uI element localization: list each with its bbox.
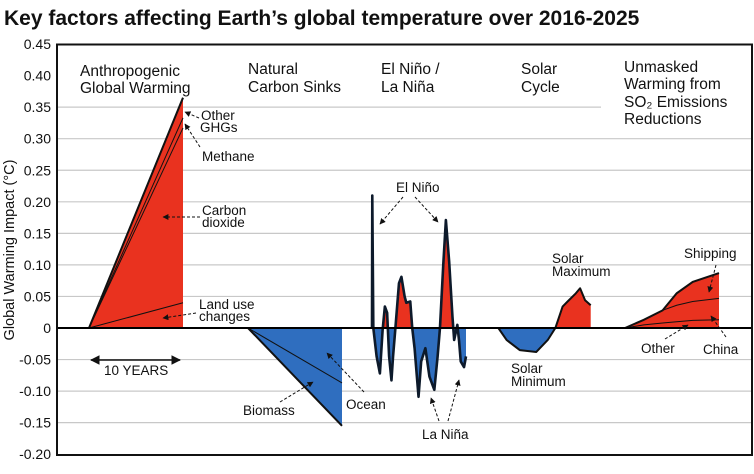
label-ocean: Ocean (346, 397, 386, 412)
y-tick-label: -0.20 (19, 446, 51, 462)
arrow-la-nina-2 (447, 379, 461, 422)
label-solar-max-2: Maximum (552, 264, 611, 279)
label-co2-2: dioxide (202, 215, 245, 230)
arrow-other-ghgs (184, 111, 200, 119)
label-land-use-2: changes (199, 309, 250, 324)
y-tick-label: 0.40 (24, 68, 51, 84)
header-so2-1: Unmasked (624, 59, 698, 76)
header-sinks-1: Natural (248, 61, 298, 78)
header-so2-3: SO₂ Emissions (624, 94, 728, 111)
header-anthropogenic-1: Anthropogenic (80, 63, 180, 80)
arrow-land-use (162, 312, 197, 321)
label-land-use-1: Land use (199, 297, 255, 312)
plot-frame (56, 43, 753, 456)
label-la-nina: La Niña (422, 427, 469, 442)
header-solar-2: Cycle (521, 79, 560, 96)
y-tick-label: -0.15 (19, 415, 51, 431)
series-line-land-use-changes (88, 302, 184, 329)
series-line-other (624, 319, 720, 329)
label-shipping: Shipping (684, 246, 737, 261)
header-so2-2: Warming from (624, 76, 721, 93)
arrow-methane (184, 123, 201, 148)
arrow-ocean (326, 352, 365, 393)
label-el-nino: El Niño (396, 180, 440, 195)
label-solar-min-1: Solar (511, 361, 543, 376)
y-tick-label: 0.25 (24, 162, 51, 178)
y-tick-label: 0.30 (24, 131, 51, 147)
area-negative-panel-3 (498, 328, 591, 352)
header-solar-1: Solar (521, 61, 557, 78)
series-line-panel-2 (370, 194, 468, 399)
label-methane: Methane (202, 149, 255, 164)
label-solar-min-2: Minimum (511, 374, 566, 389)
series-line-biomass (247, 327, 343, 427)
chart-title: Key factors affecting Earth’s global tem… (4, 7, 640, 30)
area-panel-4 (625, 273, 719, 328)
arrow-la-nina-1 (429, 397, 440, 422)
label-biomass: Biomass (243, 403, 295, 418)
arrow-el-nino-2023 (414, 196, 439, 223)
ten-years-label: 10 YEARS (104, 363, 168, 378)
series-line-carbon-dioxide (88, 127, 184, 329)
label-solar-max-1: Solar (552, 251, 584, 266)
y-tick-label: 0.05 (24, 288, 51, 304)
arrow-china (710, 315, 727, 338)
header-enso-1: El Niño / (381, 61, 440, 78)
label-other-ghgs-2: GHGs (200, 120, 238, 135)
y-tick-label: -0.10 (19, 383, 51, 399)
arrow-other (664, 324, 689, 340)
label-china: China (703, 342, 739, 357)
label-other: Other (641, 341, 675, 356)
y-tick-label: -0.05 (19, 352, 51, 368)
arrow-biomass (279, 381, 314, 403)
area-negative-panel-2 (372, 328, 466, 397)
header-sinks-2: Carbon Sinks (248, 79, 341, 96)
y-tick-labels: 0.45 0.40 0.35 0.30 0.25 0.20 0.15 0.10 0.05 0 -0.… (19, 36, 51, 462)
y-tick-label: 0.45 (24, 36, 51, 52)
y-tick-label: 0.10 (24, 257, 51, 273)
label-other-ghgs-1: Other (201, 108, 235, 123)
chart-marks (88, 97, 720, 427)
series-line-other-ghgs (88, 97, 184, 329)
series-line-shipping (624, 272, 720, 329)
arrow-el-nino-2016 (379, 196, 404, 225)
y-tick-label: 0.35 (24, 99, 51, 115)
area-positive-panel-3 (498, 288, 591, 328)
y-tick-label: 0.20 (24, 194, 51, 210)
header-so2-4: Reductions (624, 111, 702, 128)
header-enso-2: La Niña (381, 79, 435, 96)
series-line-methane (88, 117, 184, 329)
annotations (162, 111, 727, 422)
series-line-ocean (247, 327, 343, 384)
series-line-panel-3 (497, 287, 592, 353)
y-axis-label: Global Warming Impact (°C) (2, 160, 18, 341)
label-co2-1: Carbon (202, 203, 246, 218)
y-tick-label: 0.15 (24, 225, 51, 241)
header-anthropogenic-2: Global Warming (80, 80, 191, 97)
y-tick-label: 0 (43, 320, 51, 336)
